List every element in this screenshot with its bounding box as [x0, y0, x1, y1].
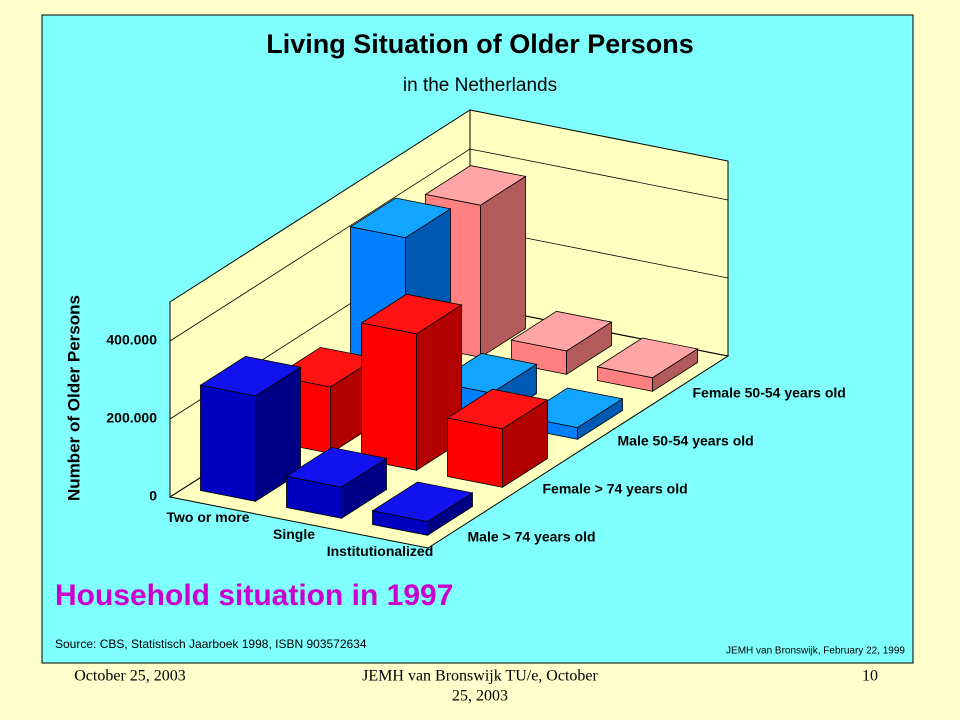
bar-top	[510, 310, 613, 352]
footer-date: October 25, 2003	[74, 668, 186, 685]
bar-front	[361, 322, 417, 471]
source: Source: CBS, Statistisch Jaarboek 1998, …	[55, 637, 367, 651]
x-tick-label: Single	[273, 526, 315, 542]
x-tick-label: Two or more	[167, 509, 250, 525]
y-tick-label: 0	[149, 488, 157, 504]
series-label: Female > 74 years old	[543, 481, 688, 497]
bar	[285, 447, 388, 520]
bar-top	[349, 197, 452, 239]
bar	[199, 355, 302, 503]
y-axis-label: Number of Older Persons	[64, 295, 83, 501]
footer-center: JEMH van Bronswijk TU/e, October	[362, 668, 598, 685]
bar	[596, 337, 699, 393]
bar	[371, 481, 474, 537]
series-label: Male 50-54 years old	[618, 433, 754, 449]
x-tick-label: Institutionalized	[327, 543, 434, 559]
bar-top	[596, 337, 699, 379]
bar-top	[371, 481, 474, 523]
series-label: Male > 74 years old	[468, 529, 596, 545]
y-tick-label: 400.000	[106, 332, 157, 348]
grid-line	[169, 148, 729, 342]
footer-center: 25, 2003	[452, 688, 508, 705]
bar-front	[447, 417, 503, 488]
chart-title: Living Situation of Older Persons	[266, 29, 694, 59]
bar-top	[199, 355, 302, 397]
bar-side	[480, 175, 526, 359]
bar	[446, 388, 549, 489]
y-tick-label: 200.000	[106, 410, 157, 426]
bar-top	[424, 165, 527, 206]
credit: JEMH van Bronswijk, February 22, 1999	[726, 646, 905, 657]
plot: 0 200.000 400.000 Two or more Single Institut…	[106, 109, 846, 559]
bar-top	[446, 388, 549, 430]
bar-top	[285, 447, 388, 488]
caption: Household situation in 1997	[55, 579, 453, 612]
bar	[360, 293, 463, 472]
bar-front	[200, 384, 256, 502]
chart-subtitle: in the Netherlands	[403, 75, 557, 96]
page-number: 10	[862, 668, 878, 685]
series-label: Female 50-54 years old	[693, 385, 846, 401]
bar-top	[360, 293, 463, 335]
